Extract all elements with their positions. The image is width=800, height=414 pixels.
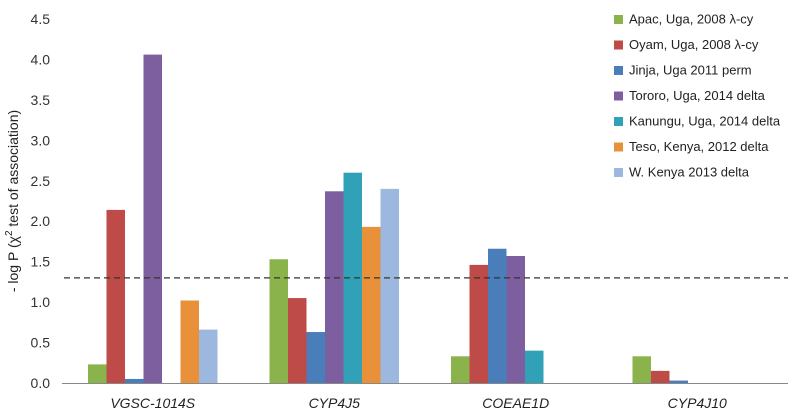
legend-label: Tororo, Uga, 2014 delta (629, 88, 766, 103)
y-tick-label: 3.5 (31, 92, 51, 108)
y-axis-label-superscript: 2 (4, 230, 15, 236)
category-label: CYP4J5 (309, 395, 361, 411)
y-tick-label: 1.0 (31, 294, 51, 310)
y-tick-label: 4.5 (31, 11, 51, 27)
bar-coeae1d-series-1 (451, 356, 470, 383)
bar-cyp4j5-series-2 (288, 298, 307, 383)
y-axis-label: - log P (χ2 test of association) (4, 110, 21, 292)
bar-cyp4j5-series-7 (380, 188, 399, 383)
y-axis-label-part: test of association) (5, 110, 21, 231)
y-axis-ticks: 0.0 0.5 1.0 1.5 2.0 2.5 3.0 3.5 4.0 4.5 (31, 11, 51, 391)
legend-swatch (614, 117, 623, 126)
legend-swatch (614, 40, 623, 50)
y-tick-label: 1.5 (31, 254, 51, 270)
legend: Apac, Uga, 2008 λ-cy Oyam, Uga, 2008 λ-cy… (614, 12, 781, 180)
y-axis-label-part: χ (5, 235, 21, 243)
category-label: COEAE1D (482, 395, 549, 411)
y-tick-label: 0.0 (31, 375, 51, 391)
y-tick-label: 0.5 (31, 335, 51, 351)
category-label: VGSC-1014S (110, 395, 195, 411)
legend-swatch (614, 15, 623, 24)
bar-vgsc-1014s-series-3 (125, 378, 144, 383)
bar-vgsc-1014s-series-1 (88, 364, 107, 383)
legend-swatch (614, 66, 623, 75)
legend-swatch (614, 142, 623, 152)
y-axis-title: - log P (χ2 test of association) (4, 110, 21, 292)
y-tick-label: 3.0 (31, 132, 51, 148)
y-tick-label: 2.0 (31, 213, 51, 229)
bar-cyp4j10-series-1 (632, 356, 651, 383)
bar-coeae1d-series-4 (506, 256, 525, 383)
bar-vgsc-1014s-series-7 (199, 329, 218, 383)
bar-cyp4j5-series-4 (325, 191, 344, 383)
y-tick-label: 4.0 (31, 51, 51, 67)
bar-cyp4j5-series-3 (306, 332, 325, 383)
bar-coeae1d-series-2 (469, 264, 488, 383)
category-labels: VGSC-1014S CYP4J5 COEAE1D CYP4J10 (110, 395, 727, 411)
bar-vgsc-1014s-series-4 (143, 54, 162, 383)
legend-label: Kanungu, Uga, 2014 delta (629, 114, 781, 129)
legend-label: Apac, Uga, 2008 λ-cy (629, 12, 754, 27)
bar-coeae1d-series-5 (525, 350, 544, 383)
legend-swatch (614, 91, 623, 101)
bar-cyp4j5-series-1 (269, 259, 288, 383)
legend-label: Oyam, Uga, 2008 λ-cy (629, 37, 759, 52)
y-tick-label: 2.5 (31, 173, 51, 189)
bar-cyp4j5-series-6 (362, 226, 381, 383)
bar-cyp4j10-series-2 (651, 370, 670, 383)
bar-vgsc-1014s-series-6 (180, 300, 199, 383)
legend-swatch (614, 168, 623, 177)
legend-label: Jinja, Uga 2011 perm (629, 63, 752, 78)
bar-cyp4j5-series-5 (343, 172, 362, 383)
category-label: CYP4J10 (668, 395, 727, 411)
bars (88, 54, 688, 383)
bar-cyp4j10-series-3 (669, 380, 688, 383)
legend-label: W. Kenya 2013 delta (629, 165, 750, 180)
bar-vgsc-1014s-series-2 (106, 209, 125, 383)
legend-label: Teso, Kenya, 2012 delta (629, 139, 769, 154)
y-axis-label-part: - log P ( (5, 243, 21, 292)
bar-coeae1d-series-3 (488, 248, 507, 383)
